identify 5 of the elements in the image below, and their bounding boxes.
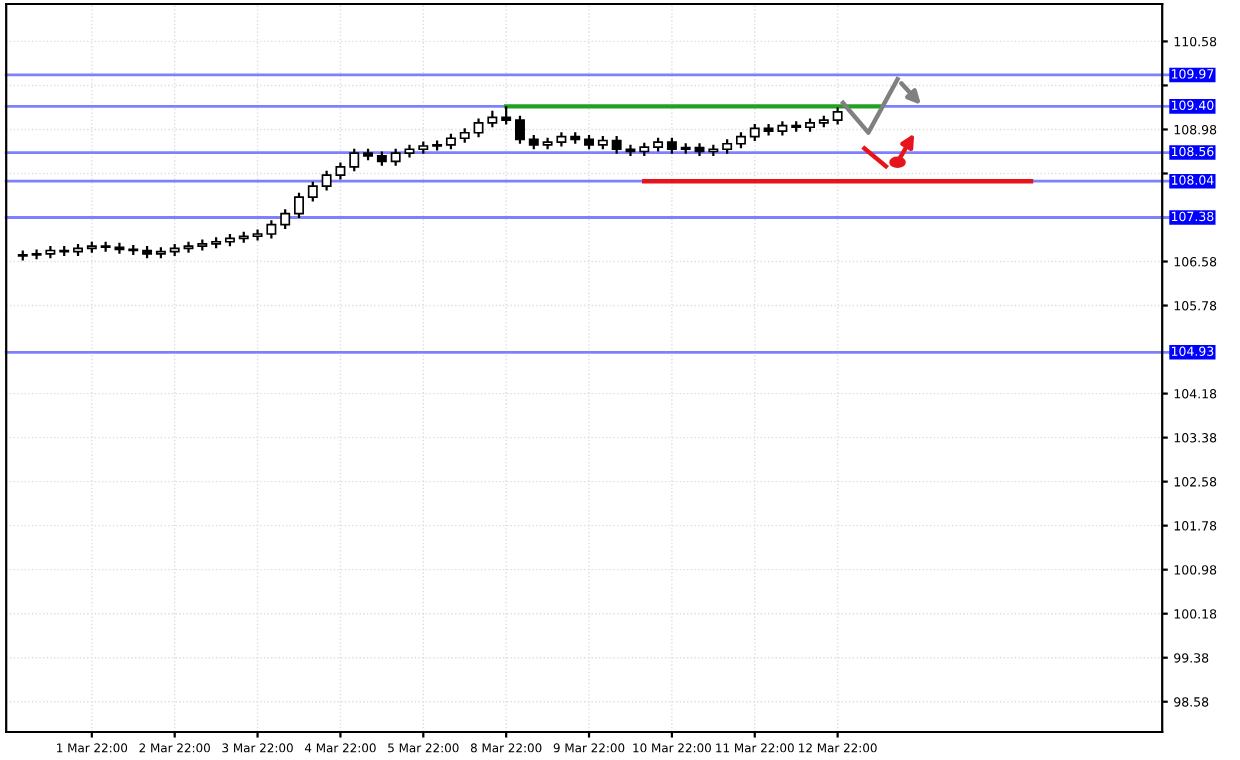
candlestick [349, 148, 360, 172]
candlestick [183, 241, 194, 253]
candlestick [404, 144, 415, 158]
candlestick [294, 192, 304, 219]
candlestick [514, 115, 525, 144]
